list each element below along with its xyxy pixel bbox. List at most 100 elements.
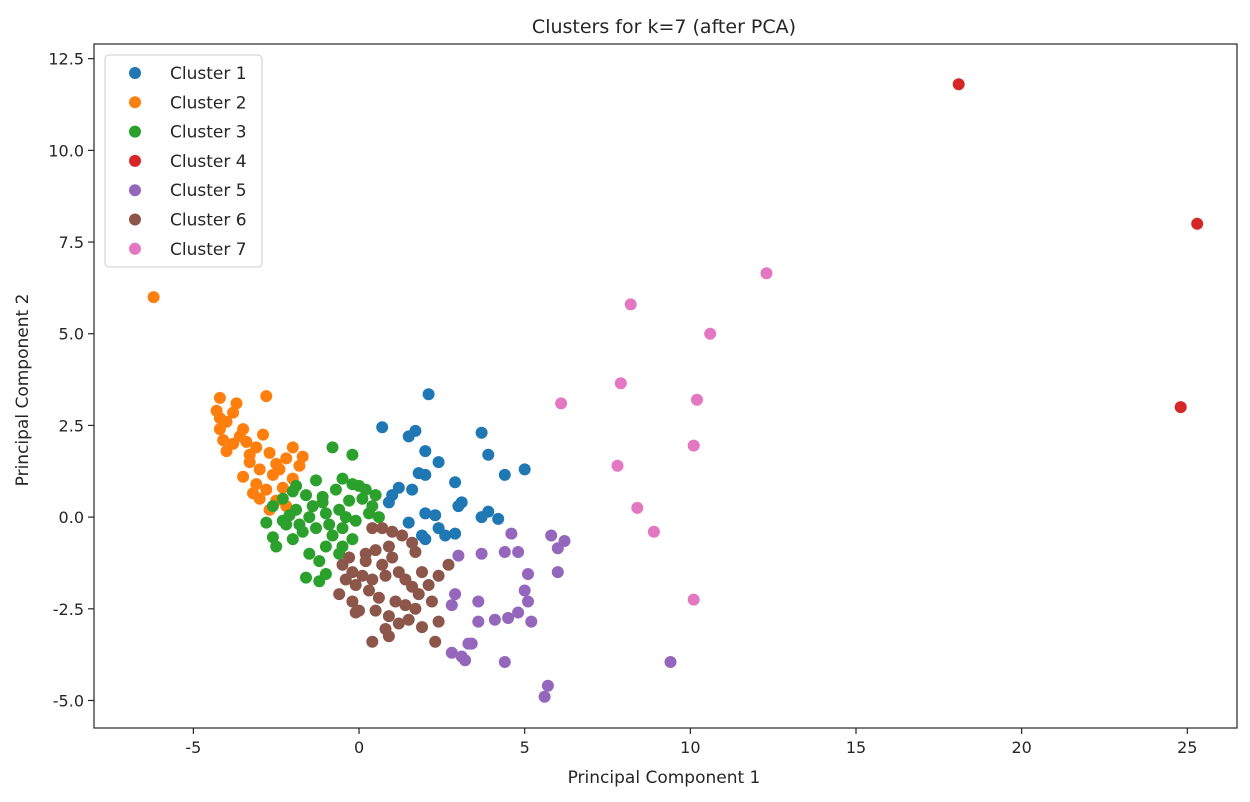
legend-label: Cluster 6 bbox=[170, 211, 247, 231]
y-tick-label: 7.5 bbox=[59, 233, 84, 252]
cluster-6-point bbox=[412, 588, 425, 601]
cluster-6-point bbox=[346, 595, 359, 608]
cluster-3-point bbox=[339, 511, 352, 524]
cluster-5-point bbox=[551, 566, 564, 579]
cluster-5-point bbox=[488, 613, 501, 626]
y-axis-label: Principal Component 2 bbox=[13, 294, 33, 487]
cluster-1-point bbox=[439, 529, 452, 542]
cluster-5-point bbox=[455, 650, 468, 663]
cluster-5-point bbox=[522, 595, 534, 608]
cluster-7-point bbox=[631, 501, 644, 514]
cluster-3-point bbox=[319, 540, 332, 553]
cluster-3-point bbox=[336, 522, 349, 535]
cluster-5-point bbox=[445, 599, 458, 612]
cluster-3-point bbox=[260, 516, 273, 529]
cluster-7-point bbox=[624, 298, 637, 311]
cluster-6-point bbox=[432, 615, 445, 628]
cluster-5-point bbox=[545, 529, 558, 542]
cluster-6-point bbox=[429, 635, 442, 648]
legend-marker bbox=[129, 184, 141, 197]
cluster-6-point bbox=[425, 595, 438, 608]
x-tick-label: 5 bbox=[520, 738, 530, 757]
legend-marker bbox=[129, 67, 141, 79]
cluster-6-point bbox=[442, 558, 455, 571]
cluster-5-point bbox=[505, 527, 518, 540]
cluster-2-point bbox=[230, 397, 243, 410]
cluster-2-point bbox=[293, 459, 306, 472]
y-tick-label: 0.0 bbox=[59, 508, 84, 527]
cluster-3-point bbox=[372, 511, 385, 524]
y-tick-label: 5.0 bbox=[59, 325, 84, 344]
cluster-5-point bbox=[475, 547, 488, 560]
cluster-5-point bbox=[664, 656, 677, 668]
cluster-5-point bbox=[525, 615, 538, 628]
cluster-4-point bbox=[952, 78, 965, 91]
cluster-5-point bbox=[452, 549, 465, 562]
cluster-6-point bbox=[382, 610, 395, 623]
cluster-2-point bbox=[257, 428, 269, 441]
cluster-3-point bbox=[310, 474, 322, 487]
cluster-5-point bbox=[502, 612, 515, 624]
cluster-6-point bbox=[363, 584, 375, 597]
cluster-3-point bbox=[303, 547, 316, 560]
legend-label: Cluster 1 bbox=[170, 64, 247, 84]
cluster-1-point bbox=[422, 388, 435, 401]
cluster-3-point bbox=[346, 448, 359, 461]
cluster-2-point bbox=[147, 291, 160, 304]
cluster-1-point bbox=[432, 456, 445, 469]
cluster-2-point bbox=[213, 412, 226, 425]
cluster-6-point bbox=[366, 522, 379, 535]
cluster-1-point bbox=[409, 424, 422, 437]
cluster-6-point bbox=[409, 546, 422, 558]
cluster-6-point bbox=[369, 604, 382, 617]
cluster-3-point bbox=[319, 507, 332, 520]
cluster-5-point bbox=[541, 679, 554, 692]
y-tick-label: -2.5 bbox=[53, 600, 84, 619]
cluster-3-point bbox=[346, 533, 359, 546]
cluster-2-point bbox=[253, 463, 266, 476]
cluster-3-point bbox=[326, 441, 339, 454]
cluster-6-point bbox=[386, 551, 399, 564]
cluster-1-point bbox=[492, 512, 505, 525]
cluster-1-point bbox=[449, 527, 462, 540]
y-tick-label: 2.5 bbox=[59, 416, 84, 435]
cluster-6-point bbox=[389, 595, 402, 608]
cluster-3-point bbox=[359, 483, 372, 496]
cluster-3-point bbox=[326, 529, 339, 542]
cluster-2-point bbox=[220, 445, 233, 458]
legend-marker bbox=[129, 96, 141, 109]
cluster-3-point bbox=[329, 483, 342, 496]
cluster-7-point bbox=[647, 525, 660, 538]
x-tick-label: 10 bbox=[680, 738, 700, 757]
x-tick-label: 0 bbox=[354, 738, 364, 757]
cluster-6-point bbox=[396, 529, 409, 542]
cluster-6-point bbox=[339, 573, 352, 586]
x-tick-label: 25 bbox=[1177, 738, 1197, 757]
cluster-3-point bbox=[349, 514, 362, 527]
cluster-1-point bbox=[429, 509, 442, 522]
legend-marker bbox=[129, 242, 141, 255]
cluster-7-point bbox=[691, 393, 703, 406]
cluster-5-point bbox=[558, 535, 571, 547]
x-tick-label: -5 bbox=[185, 738, 201, 757]
cluster-3-point bbox=[319, 568, 332, 580]
cluster-6-point bbox=[366, 573, 379, 586]
cluster-7-point bbox=[611, 459, 624, 472]
x-tick-label: 15 bbox=[846, 738, 866, 757]
cluster-2-point bbox=[260, 390, 273, 403]
cluster-2-point bbox=[286, 441, 299, 454]
cluster-2-point bbox=[240, 435, 253, 448]
cluster-6-point bbox=[333, 588, 346, 601]
cluster-6-point bbox=[372, 591, 385, 604]
cluster-3-point bbox=[270, 540, 283, 553]
cluster-1-point bbox=[518, 463, 531, 476]
cluster-3-point bbox=[336, 472, 349, 485]
cluster-2-point bbox=[247, 487, 259, 500]
cluster-6-point bbox=[336, 558, 349, 571]
cluster-3-point bbox=[316, 496, 329, 509]
cluster-3-point bbox=[323, 518, 336, 531]
cluster-6-point bbox=[359, 555, 372, 568]
cluster-1-point bbox=[402, 516, 415, 529]
cluster-5-point bbox=[512, 606, 525, 619]
